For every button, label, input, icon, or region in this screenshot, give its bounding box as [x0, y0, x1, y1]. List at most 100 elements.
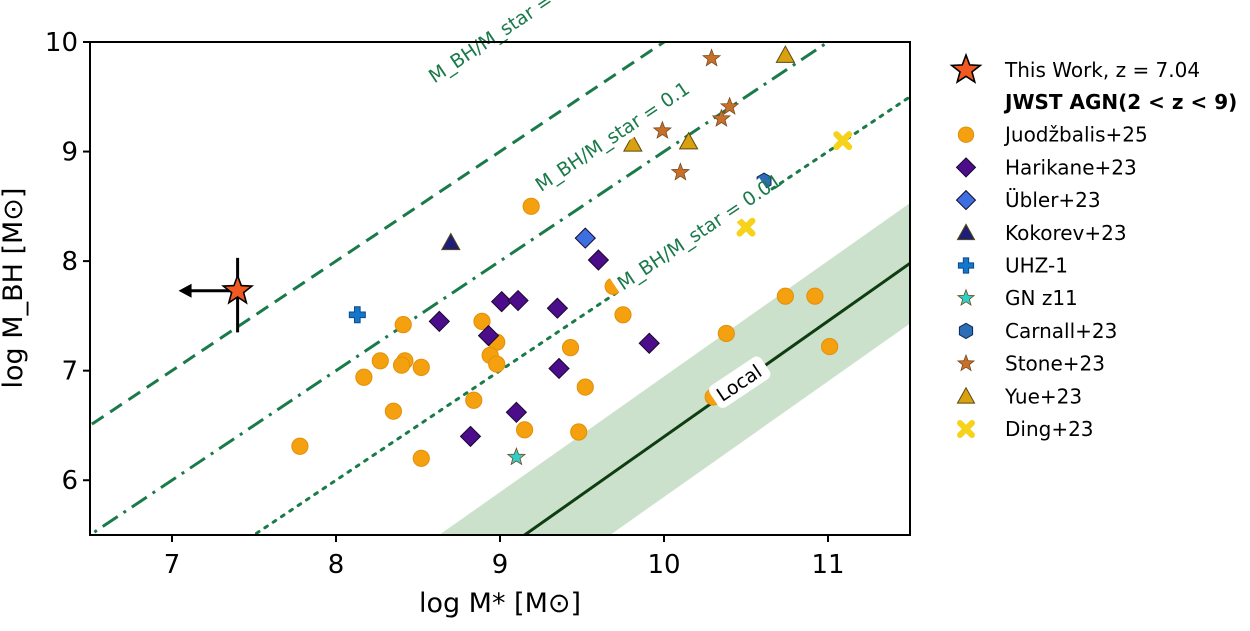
legend-label: GN z11	[1005, 286, 1078, 310]
data-point	[506, 447, 527, 466]
data-point	[440, 232, 461, 251]
y-tick-label: 6	[61, 466, 78, 496]
series-uhz-1	[348, 306, 366, 324]
legend: This Work, z = 7.04 JWST AGN(2 < z < 9) Ju…	[949, 52, 1237, 441]
legend-marker-icon	[957, 257, 975, 274]
data-point	[701, 48, 722, 67]
data-point	[776, 287, 794, 305]
data-point	[488, 355, 506, 373]
arrow-head-icon	[178, 283, 192, 298]
legend-marker-icon	[955, 157, 977, 178]
data-point	[711, 108, 732, 127]
ratio-label-background	[527, 79, 691, 200]
data-point	[806, 287, 824, 305]
x-stroke	[957, 420, 975, 438]
data-point	[412, 358, 430, 376]
data-point	[459, 425, 482, 448]
y-tick-label: 7	[61, 357, 78, 387]
legend-label: Juodžbalis+25	[1003, 123, 1148, 147]
y-axis-label: log M_BH [M⊙]	[0, 188, 29, 389]
ratio-line-label: M_BH/M_star = 0.1	[532, 78, 694, 197]
series-harikane-23	[428, 249, 660, 448]
data-point	[393, 356, 411, 374]
local-relation-band	[439, 203, 910, 535]
data-point	[348, 306, 366, 324]
data-point	[833, 131, 853, 151]
data-point	[576, 378, 594, 396]
x-axis-label: log M* [M⊙]	[419, 588, 581, 619]
data-point	[561, 339, 580, 357]
legend-marker-icon	[956, 353, 976, 372]
data-point	[291, 437, 309, 455]
data-point	[717, 324, 735, 343]
ticks-layer: 7 8 9 10 11 6 7 8 9 10	[45, 28, 845, 580]
legend-label: Harikane+23	[1005, 155, 1137, 179]
legend-marker-icon	[958, 322, 974, 340]
legend-label: This Work, z = 7.04	[1004, 58, 1200, 82]
legend-label: Übler+23	[1005, 188, 1101, 212]
series-gn-z11	[506, 447, 527, 466]
legend-marker-icon	[956, 223, 976, 241]
x-tick-label: 9	[492, 550, 509, 580]
legend-marker-icon	[955, 189, 977, 211]
data-point	[548, 357, 570, 380]
series-juod-balis-25	[291, 197, 839, 467]
legend-this-work-star-icon	[949, 52, 983, 84]
data-point	[775, 45, 796, 63]
data-point	[678, 131, 699, 150]
data-point	[670, 162, 691, 181]
data-point	[505, 401, 528, 424]
data-point	[574, 227, 596, 249]
legend-group-title: JWST AGN(2 < z < 9)	[1003, 90, 1237, 114]
data-point	[465, 391, 483, 409]
data-point	[622, 133, 643, 152]
this-work-point	[178, 257, 255, 333]
ratio-line-dashed	[90, 42, 667, 428]
legend-label: Yue+23	[1004, 384, 1082, 408]
x-tick-label: 8	[328, 550, 345, 580]
data-point	[473, 312, 491, 330]
series-yue-23	[622, 45, 796, 152]
x-stroke	[833, 131, 853, 151]
legend-marker-icon	[957, 126, 975, 143]
legend-label: Kokorev+23	[1005, 221, 1127, 245]
data-point	[384, 402, 402, 420]
ratio-line-dashdot	[90, 42, 831, 535]
legend-marker-icon	[957, 420, 975, 438]
ratio-line-label: M_BH/M_star = 0.01	[614, 170, 786, 295]
data-point	[546, 297, 569, 319]
data-point	[614, 306, 632, 324]
data-point	[570, 423, 588, 441]
data-point	[371, 352, 389, 370]
data-point	[507, 289, 529, 312]
ratio-label-background	[421, 0, 585, 91]
x-stroke	[736, 217, 756, 237]
x-tick-label: 7	[164, 550, 181, 580]
data-point	[412, 449, 430, 467]
ratio-label-background	[609, 177, 773, 298]
data-point	[355, 368, 373, 386]
series-ding-23	[736, 131, 853, 237]
data-point	[522, 197, 540, 215]
legend-label: Carnall+23	[1005, 319, 1117, 343]
y-tick-label: 10	[45, 28, 78, 58]
y-tick-label: 9	[61, 138, 78, 168]
local-label-background	[709, 356, 771, 408]
series-kokorev-23	[440, 232, 461, 251]
data-point	[587, 249, 610, 271]
legend-label: Stone+23	[1005, 352, 1105, 376]
local-relation-band-layer	[439, 203, 910, 535]
data-point	[516, 421, 534, 439]
legend-label: UHZ-1	[1005, 254, 1068, 278]
legend-label: Ding+23	[1005, 417, 1094, 441]
data-point	[477, 324, 500, 347]
data-point	[490, 290, 513, 313]
data-point	[652, 120, 672, 139]
series--bler-23	[574, 227, 596, 249]
data-point	[394, 316, 412, 334]
data-point	[719, 96, 740, 115]
this-work-star	[221, 273, 255, 305]
data-point	[638, 332, 660, 354]
legend-marker-icon	[956, 288, 976, 307]
